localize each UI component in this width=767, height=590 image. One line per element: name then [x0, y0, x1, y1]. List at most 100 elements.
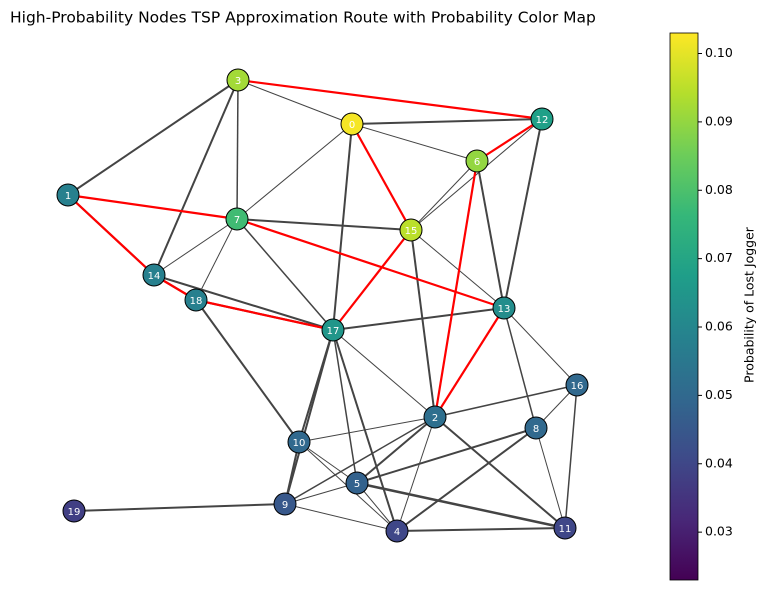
- edge: [236, 79, 239, 220]
- node-label: 2: [432, 413, 438, 424]
- edge: [332, 307, 505, 331]
- node-label: 16: [571, 381, 584, 392]
- edge: [410, 229, 505, 309]
- colorbar-tick-label: 0.08: [705, 182, 733, 197]
- edge: [351, 118, 543, 125]
- node: [142, 263, 166, 287]
- edge: [503, 118, 543, 309]
- colorbar-tick-label: 0.10: [705, 45, 733, 60]
- colorbar: 0.03 0.04 0.05 0.06 0.07 0.08 0.09 0.10: [669, 32, 733, 581]
- node-label: 8: [533, 424, 539, 435]
- edge: [434, 416, 566, 529]
- node-label: 9: [282, 500, 288, 511]
- edge: [236, 218, 412, 231]
- chart-title: High-Probability Nodes TSP Approximation…: [10, 9, 596, 27]
- edge: [434, 384, 578, 418]
- route-edge: [476, 118, 543, 162]
- edge: [298, 416, 436, 443]
- node-label: 15: [405, 226, 418, 237]
- node: [565, 373, 589, 397]
- edge: [476, 160, 505, 309]
- node-label: 7: [234, 215, 240, 226]
- edge: [73, 503, 286, 512]
- route-edge: [237, 78, 543, 121]
- node: [524, 416, 548, 440]
- edge: [236, 218, 334, 331]
- node: [465, 149, 489, 173]
- edge: [153, 218, 238, 276]
- node: [399, 218, 423, 242]
- node-label: 12: [536, 115, 549, 126]
- edge: [195, 299, 300, 443]
- node: [225, 207, 249, 231]
- node: [553, 516, 577, 540]
- node-label: 11: [559, 524, 572, 535]
- node-label: 3: [235, 76, 241, 87]
- node-label: 17: [327, 326, 340, 337]
- route-edge: [67, 193, 238, 221]
- node-label: 19: [68, 507, 81, 518]
- node: [321, 318, 345, 342]
- node: [226, 68, 250, 92]
- edge: [67, 79, 239, 196]
- edge: [351, 123, 478, 162]
- edge: [195, 218, 238, 301]
- colorbar-tick-label: 0.07: [705, 250, 733, 265]
- node: [56, 183, 80, 207]
- route-edge: [433, 160, 479, 418]
- node: [273, 492, 297, 516]
- edges: [67, 78, 578, 532]
- edge: [410, 160, 478, 231]
- route-edge: [351, 123, 412, 231]
- colorbar-label: Probability of Lost Jogger: [742, 226, 757, 383]
- edge: [332, 329, 398, 532]
- edge: [236, 123, 353, 220]
- edge: [410, 118, 543, 231]
- node-label: 5: [354, 479, 360, 490]
- node: [62, 499, 86, 523]
- edge: [332, 329, 436, 418]
- edge: [237, 79, 353, 125]
- edge: [284, 482, 358, 505]
- edge: [410, 229, 436, 418]
- node-label: 13: [498, 304, 511, 315]
- edge: [396, 416, 436, 532]
- route-edge: [236, 217, 505, 310]
- edge: [284, 416, 436, 505]
- node-label: 18: [190, 296, 203, 307]
- edge: [332, 123, 353, 331]
- colorbar-tick-label: 0.03: [705, 524, 733, 539]
- edge: [535, 427, 566, 529]
- edge: [298, 441, 358, 484]
- node: [385, 519, 409, 543]
- edge: [153, 274, 334, 331]
- edge: [356, 481, 566, 530]
- edge: [284, 329, 334, 505]
- route-edge: [195, 298, 334, 332]
- node-label: 1: [65, 191, 71, 202]
- colorbar-tick-label: 0.06: [705, 319, 733, 334]
- route-edge: [332, 229, 412, 331]
- node-label: 10: [293, 438, 306, 449]
- colorbar-tick-label: 0.09: [705, 113, 733, 128]
- edge: [332, 329, 358, 484]
- node-label: 4: [394, 527, 400, 538]
- node-label: 0: [349, 120, 355, 131]
- node: [340, 112, 364, 136]
- node: [423, 405, 447, 429]
- edge: [396, 527, 566, 532]
- node: [530, 107, 554, 131]
- edge: [564, 384, 578, 529]
- colorbar-tick-label: 0.04: [705, 455, 733, 470]
- colorbar-bar: [669, 32, 699, 581]
- node: [345, 471, 369, 495]
- node: [492, 296, 516, 320]
- colorbar-tick-label: 0.05: [705, 387, 733, 402]
- node-label: 14: [148, 271, 161, 282]
- edge: [503, 307, 537, 429]
- edge: [503, 307, 578, 386]
- node: [184, 288, 208, 312]
- edge: [356, 416, 436, 484]
